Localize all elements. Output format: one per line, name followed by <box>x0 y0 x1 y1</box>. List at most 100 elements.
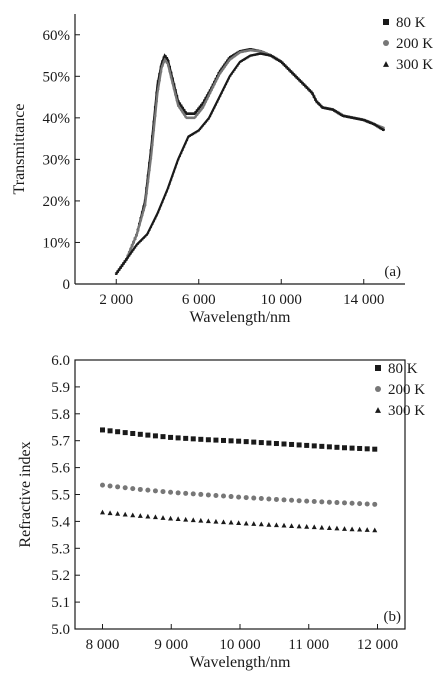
data-point <box>369 121 372 124</box>
data-point <box>198 105 202 109</box>
data-point <box>315 100 319 104</box>
data-point <box>119 266 122 269</box>
data-point <box>122 430 128 436</box>
data-point <box>152 488 158 494</box>
data-point <box>226 61 229 65</box>
data-point <box>228 438 234 444</box>
series-square <box>114 48 385 275</box>
data-point <box>220 91 223 94</box>
data-point <box>145 487 151 493</box>
data-point <box>178 102 182 106</box>
data-point <box>230 72 234 75</box>
data-point <box>326 525 332 531</box>
data-point <box>208 91 212 95</box>
data-point <box>156 210 160 214</box>
data-point <box>162 56 166 60</box>
data-point <box>221 67 225 71</box>
data-point <box>204 96 208 100</box>
data-point <box>182 144 186 148</box>
data-point <box>380 127 384 131</box>
data-point <box>236 64 239 67</box>
data-point <box>337 111 340 115</box>
data-point <box>158 79 161 82</box>
data-point <box>234 66 238 69</box>
data-point <box>242 58 245 62</box>
data-point <box>171 173 174 177</box>
data-point <box>197 111 200 115</box>
data-point <box>218 94 222 97</box>
data-point <box>370 121 374 125</box>
data-point <box>115 429 121 435</box>
series-triangle <box>114 52 385 275</box>
data-point <box>143 234 147 238</box>
data-point <box>156 80 160 83</box>
data-point <box>342 500 347 506</box>
x-tick-label: 6 000 <box>182 292 216 308</box>
chart-panel-a: 0 10% 20% 30% 40% 50% 60% 2 000 6 000 10 000 14 00… <box>11 14 433 326</box>
data-point <box>364 119 368 123</box>
data-point <box>146 180 150 184</box>
data-point <box>374 124 378 127</box>
data-point <box>160 434 166 440</box>
data-point <box>224 61 228 65</box>
data-point <box>177 157 180 161</box>
data-point <box>338 112 342 116</box>
data-point <box>266 440 272 446</box>
data-point <box>246 55 249 59</box>
data-point <box>293 74 297 78</box>
data-point <box>205 97 209 101</box>
data-point <box>194 111 197 114</box>
data-point <box>153 114 157 118</box>
data-point <box>281 497 287 503</box>
y-tick-label: 5.2 <box>51 568 70 584</box>
data-point <box>130 512 136 518</box>
data-point <box>366 120 369 123</box>
data-point <box>258 496 264 502</box>
x-tick-label: 10 000 <box>261 292 302 308</box>
data-point <box>377 125 381 129</box>
data-point <box>135 233 138 237</box>
data-point <box>233 68 236 71</box>
data-point <box>210 88 213 92</box>
data-point <box>298 79 301 82</box>
legend-marker <box>383 61 389 67</box>
legend-entry: 80 K <box>388 361 418 377</box>
data-point <box>376 124 379 128</box>
data-point <box>227 76 231 80</box>
y-tick-label: 6.0 <box>51 353 70 369</box>
data-point <box>145 432 151 438</box>
data-point <box>251 495 257 501</box>
data-point <box>183 490 189 496</box>
legend-marker <box>375 407 381 413</box>
data-point <box>183 516 189 522</box>
data-point <box>231 54 235 57</box>
chart-panel-b: 5.0 5.1 5.2 5.3 5.4 5.5 5.6 5.7 5.8 5.9 6.0 8 000 9 … <box>17 353 425 671</box>
data-point <box>181 148 184 151</box>
data-point <box>179 151 183 154</box>
data-point <box>166 64 170 67</box>
data-point <box>145 513 151 519</box>
data-point <box>149 157 153 160</box>
data-point <box>122 262 125 265</box>
data-point <box>326 499 332 505</box>
y-tick-label: 10% <box>43 235 71 251</box>
data-point <box>100 482 105 488</box>
series-square <box>100 427 378 452</box>
y-tick-label: 30% <box>43 152 71 168</box>
data-point <box>138 224 141 227</box>
data-point <box>226 79 229 83</box>
data-point <box>304 84 307 88</box>
data-point <box>188 134 192 137</box>
data-point <box>171 81 174 85</box>
data-point <box>191 112 195 115</box>
data-point <box>191 132 195 136</box>
y-tick-label: 5.6 <box>51 461 70 477</box>
data-point <box>221 519 226 525</box>
data-point <box>130 249 134 253</box>
data-point <box>319 499 325 505</box>
data-point <box>258 440 264 446</box>
data-point <box>169 177 173 181</box>
data-point <box>132 240 135 244</box>
data-point <box>174 93 177 96</box>
data-point <box>228 519 234 525</box>
